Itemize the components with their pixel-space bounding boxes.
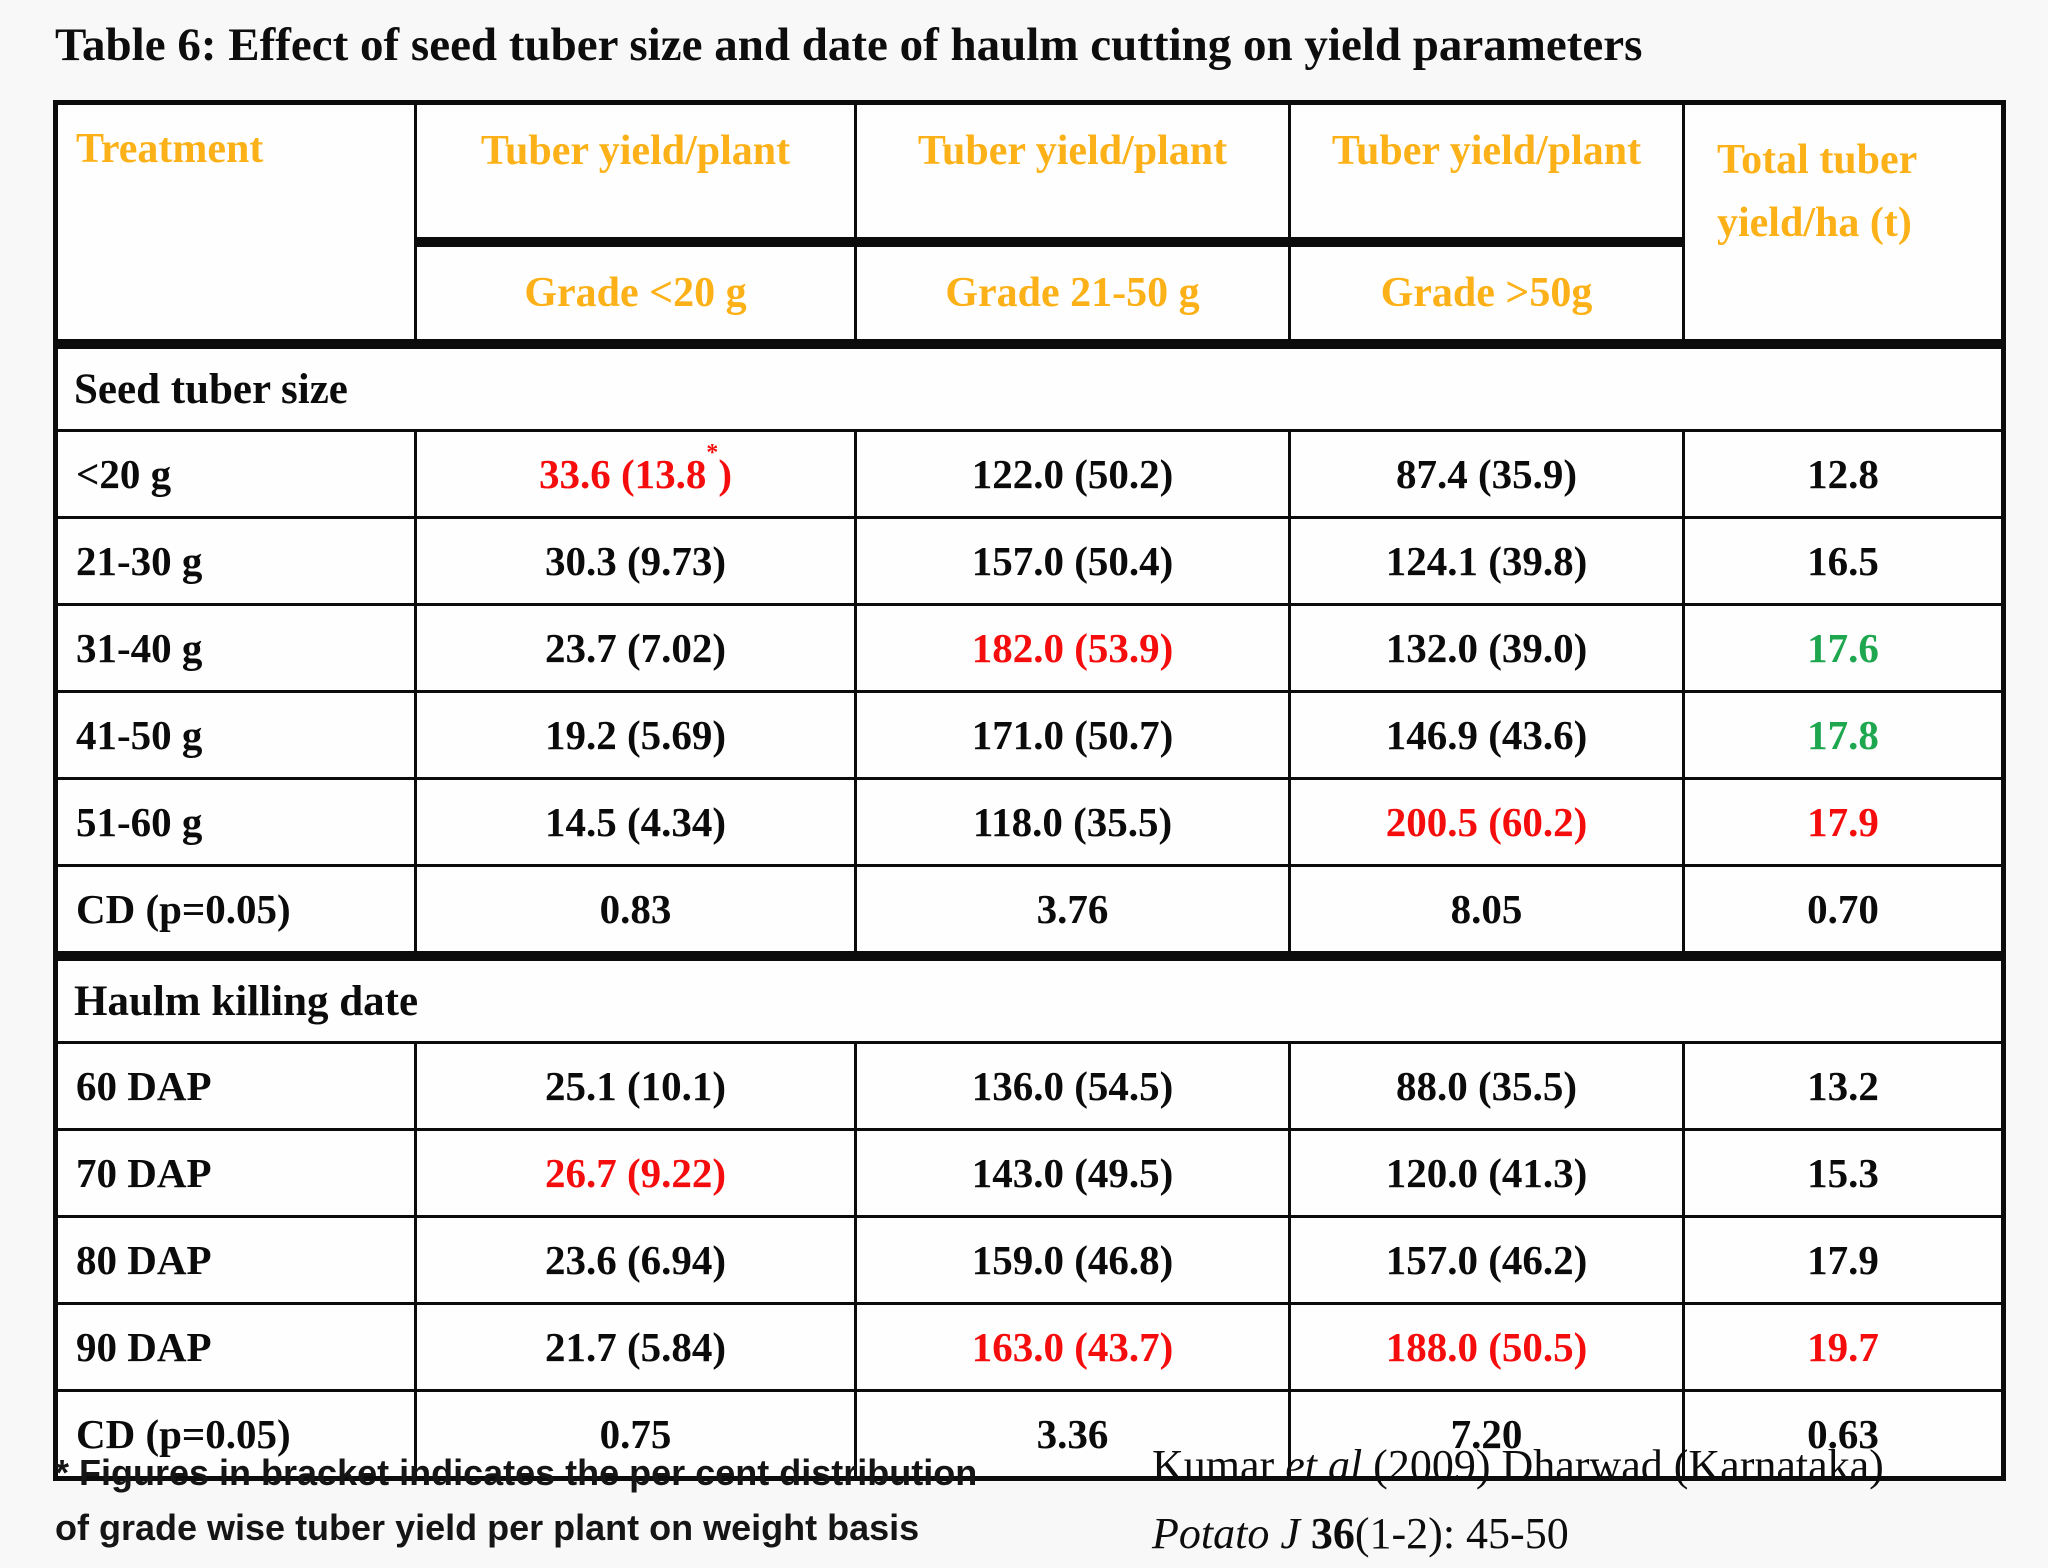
value-cell: 188.0 (50.5) [1288,1302,1685,1392]
value-cell: 14.5 (4.34) [414,777,857,867]
value-cell: 132.0 (39.0) [1288,603,1685,693]
col-header-grade-lt20: Grade <20 g [414,240,857,349]
footnote: * Figures in bracket indicates the per c… [55,1446,977,1555]
col-header-tuber-yield-3: Tuber yield/plant [1288,101,1685,247]
page-title: Table 6: Effect of seed tuber size and d… [55,19,1643,71]
value-cell: 171.0 (50.7) [854,690,1291,780]
treatment-cell: 90 DAP [54,1302,417,1392]
value-cell: 23.6 (6.94) [414,1215,857,1305]
table-row: CD (p=0.05) 0.83 3.76 8.05 0.70 [54,864,2005,958]
value-cell: 3.76 [854,864,1291,958]
value-cell: 19.2 (5.69) [414,690,857,780]
table-row: <20 g 33.6 (13.8*) 122.0 (50.2) 87.4 (35.9)… [54,429,2005,519]
value-cell: 0.83 [414,864,857,958]
treatment-cell: 80 DAP [54,1215,417,1305]
citation-line-2: Potato J 36(1-2): 45-50 [1152,1509,1569,1559]
table-row: 80 DAP 23.6 (6.94) 159.0 (46.8) 157.0 (46.2… [54,1215,2005,1305]
value-cell: 163.0 (43.7) [854,1302,1291,1392]
yield-parameters-table: Treatment Tuber yield/plant Tuber yield/… [53,100,2006,1481]
value-cell: 143.0 (49.5) [854,1128,1291,1218]
value-cell: 146.9 (43.6) [1288,690,1685,780]
value-cell: 0.63 [1682,1389,2005,1480]
table-row: 70 DAP 26.7 (9.22) 143.0 (49.5) 120.0 (41.3… [54,1128,2005,1218]
value-cell: 200.5 (60.2) [1288,777,1685,867]
treatment-cell: 70 DAP [54,1128,417,1218]
value-cell: 17.9 [1682,777,2005,867]
value-cell: 21.7 (5.84) [414,1302,857,1392]
col-header-grade-gt50: Grade >50g [1288,240,1685,349]
value-cell: 7.20 [1288,1389,1685,1480]
value-cell: 0.75 [414,1389,857,1480]
table-row: 51-60 g 14.5 (4.34) 118.0 (35.5) 200.5 (60.… [54,777,2005,867]
table-row: 41-50 g 19.2 (5.69) 171.0 (50.7) 146.9 (43.… [54,690,2005,780]
treatment-cell: 31-40 g [54,603,417,693]
value-cell: 0.70 [1682,864,2005,958]
value-cell: 118.0 (35.5) [854,777,1291,867]
footnote-line-1: * Figures in bracket indicates the per c… [55,1452,978,1493]
value-cell: 19.7 [1682,1302,2005,1392]
value-cell: 25.1 (10.1) [414,1041,857,1131]
value-cell: 159.0 (46.8) [854,1215,1291,1305]
value-cell: 16.5 [1682,516,2005,606]
treatment-cell: <20 g [54,429,417,519]
table-row: 31-40 g 23.7 (7.02) 182.0 (53.9) 132.0 (39.… [54,603,2005,693]
section-label: Haulm killing date [54,951,2005,1044]
treatment-cell: CD (p=0.05) [54,1389,417,1480]
treatment-cell: 41-50 g [54,690,417,780]
value-cell: 122.0 (50.2) [854,429,1291,519]
citation: Kumar et al (2009) Dharwad (Karnataka) P… [1152,1432,1884,1568]
table-row: 60 DAP 25.1 (10.1) 136.0 (54.5) 88.0 (35.5)… [54,1041,2005,1131]
value-cell: 33.6 (13.8*) [414,429,857,519]
value-cell: 13.2 [1682,1041,2005,1131]
table-row: 21-30 g 30.3 (9.73) 157.0 (50.4) 124.1 (39.… [54,516,2005,606]
value-cell: 30.3 (9.73) [414,516,857,606]
col-header-tuber-yield-1: Tuber yield/plant [414,101,857,247]
header-row-groups: Treatment Tuber yield/plant Tuber yield/… [54,101,2005,349]
value-cell: 15.3 [1682,1128,2005,1218]
col-header-grade-21-50: Grade 21-50 g [854,240,1291,349]
value-cell: 157.0 (46.2) [1288,1215,1685,1305]
table-header: Treatment Tuber yield/plant Tuber yield/… [54,101,2005,349]
value-cell: 182.0 (53.9) [854,603,1291,693]
value-cell: 88.0 (35.5) [1288,1041,1685,1131]
value-cell: 8.05 [1288,864,1685,958]
value-cell: 17.8 [1682,690,2005,780]
value-cell: 120.0 (41.3) [1288,1128,1685,1218]
value-cell: 87.4 (35.9) [1288,429,1685,519]
treatment-cell: CD (p=0.05) [54,864,417,958]
treatment-cell: 51-60 g [54,777,417,867]
value-cell: 17.6 [1682,603,2005,693]
slide: Table 6: Effect of seed tuber size and d… [53,19,2006,1558]
citation-line-1: Kumar et al (2009) Dharwad (Karnataka) [1152,1441,1884,1490]
section-label: Seed tuber size [54,342,2005,432]
section-header-row: Seed tuber size [54,342,2005,432]
value-cell: 12.8 [1682,429,2005,519]
col-header-total-yield: Total tuber yield/ha (t) [1682,101,2005,349]
treatment-cell: 60 DAP [54,1041,417,1131]
treatment-cell: 21-30 g [54,516,417,606]
value-cell: 23.7 (7.02) [414,603,857,693]
value-cell: 157.0 (50.4) [854,516,1291,606]
table-row: CD (p=0.05) 0.75 3.36 7.20 0.63 [54,1389,2005,1480]
section-header-row: Haulm killing date [54,951,2005,1044]
col-header-treatment: Treatment [54,101,417,349]
footnote-line-2: of grade wise tuber yield per plant on w… [55,1506,920,1548]
value-cell: 26.7 (9.22) [414,1128,857,1218]
col-header-tuber-yield-2: Tuber yield/plant [854,101,1291,247]
header-row-grades: Grade <20 g Grade 21-50 g Grade >50g [56,240,2004,349]
value-cell: 17.9 [1682,1215,2005,1305]
value-cell: 124.1 (39.8) [1288,516,1685,606]
value-cell: 3.36 [854,1389,1291,1480]
table-body: Seed tuber size <20 g 33.6 (13.8*) 122.0 (5… [54,342,2005,1480]
table-row: 90 DAP 21.7 (5.84) 163.0 (43.7) 188.0 (50.5… [54,1302,2005,1392]
value-cell: 136.0 (54.5) [854,1041,1291,1131]
